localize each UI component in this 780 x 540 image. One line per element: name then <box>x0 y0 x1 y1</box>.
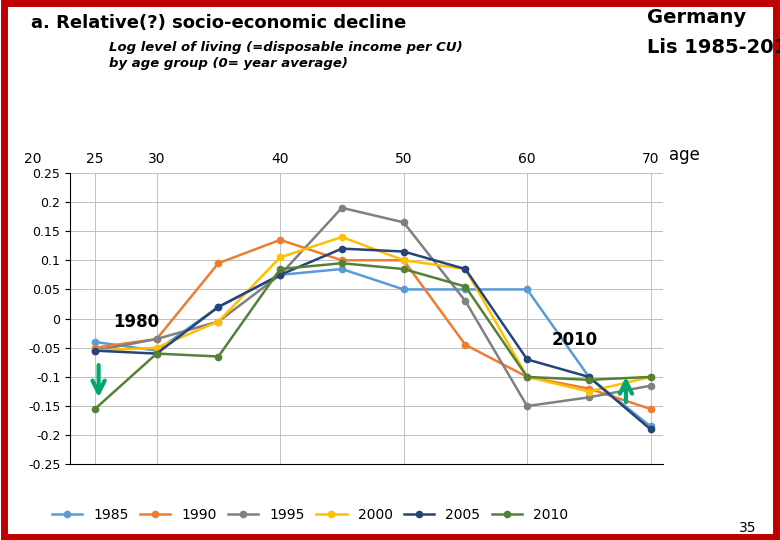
Text: 2010: 2010 <box>551 331 598 349</box>
Text: 60: 60 <box>519 152 536 166</box>
Text: by age group (0= year average): by age group (0= year average) <box>109 57 348 70</box>
Text: 20: 20 <box>24 152 42 166</box>
Text: 70: 70 <box>642 152 659 166</box>
Text: Lis 1985-2010: Lis 1985-2010 <box>647 38 780 57</box>
Text: 1980: 1980 <box>113 313 160 332</box>
Text: 50: 50 <box>395 152 413 166</box>
Text: 25: 25 <box>86 152 104 166</box>
Text: Log level of living (⁠=disposable income per CU): Log level of living (⁠=disposable income… <box>109 40 463 53</box>
Text: age: age <box>669 146 700 164</box>
Text: 35: 35 <box>739 521 757 535</box>
Text: Germany: Germany <box>647 8 746 27</box>
Legend: 1985, 1990, 1995, 2000, 2005, 2010: 1985, 1990, 1995, 2000, 2005, 2010 <box>46 503 574 528</box>
Text: 40: 40 <box>271 152 289 166</box>
Text: 30: 30 <box>148 152 165 166</box>
Text: a. Relative(?) socio-economic decline: a. Relative(?) socio-economic decline <box>31 14 406 31</box>
